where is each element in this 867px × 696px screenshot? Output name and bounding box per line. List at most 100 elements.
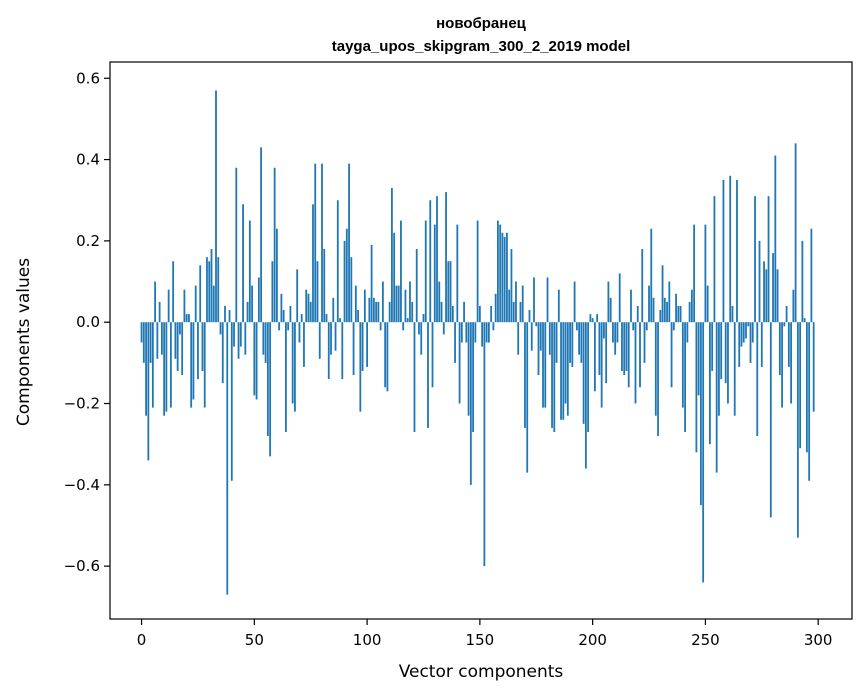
bar: [165, 322, 168, 412]
bar: [654, 322, 657, 416]
bar: [230, 322, 233, 481]
bar: [451, 305, 454, 323]
bar: [305, 289, 308, 323]
bar: [368, 297, 371, 323]
bar: [724, 322, 727, 384]
bar: [747, 322, 750, 327]
bar: [194, 285, 197, 323]
bar: [397, 285, 400, 323]
bar: [551, 322, 553, 428]
bar: [474, 322, 477, 343]
bar: [183, 289, 186, 323]
bar: [318, 322, 321, 359]
bar: [391, 188, 393, 323]
bar: [377, 301, 380, 323]
bar: [715, 322, 718, 473]
bar: [803, 318, 806, 323]
bar: [580, 322, 583, 363]
bar: [149, 322, 152, 363]
bar: [151, 322, 154, 408]
bar: [727, 322, 729, 404]
bar: [210, 249, 213, 323]
bar: [808, 322, 811, 481]
bar: [663, 297, 666, 323]
bar: [438, 281, 441, 323]
bar: [334, 322, 337, 351]
x-tick-label: 0: [137, 631, 147, 649]
bar: [702, 322, 705, 583]
bar: [169, 322, 172, 408]
x-tick-label: 200: [578, 631, 607, 649]
bar: [221, 322, 224, 384]
bar: [722, 179, 725, 323]
bar: [339, 318, 341, 323]
bar: [512, 301, 515, 323]
bar: [442, 322, 445, 335]
bar: [145, 322, 147, 416]
bar: [436, 196, 438, 323]
bar: [805, 322, 808, 453]
bar: [431, 322, 434, 388]
bar: [539, 322, 542, 351]
bar: [648, 285, 650, 323]
bar: [679, 305, 682, 323]
bar: [666, 301, 668, 323]
bar: [738, 322, 741, 367]
bar: [190, 322, 193, 408]
bar: [199, 265, 202, 323]
y-tick-label: −0.6: [64, 557, 100, 575]
bar: [510, 249, 513, 323]
bar: [314, 163, 317, 323]
bar: [763, 261, 765, 323]
bar: [460, 322, 463, 343]
bar: [406, 318, 409, 323]
bar: [429, 200, 432, 323]
bar: [566, 322, 569, 416]
y-tick-label: 0.6: [76, 69, 100, 87]
bar: [388, 301, 391, 323]
bar: [280, 293, 283, 323]
bar: [278, 322, 281, 331]
bar: [781, 322, 783, 408]
bar: [424, 220, 427, 323]
bar: [415, 249, 418, 323]
bar: [239, 322, 242, 347]
bar: [596, 314, 599, 323]
bar: [269, 322, 272, 457]
bar: [330, 322, 332, 355]
bar: [174, 322, 177, 359]
bar: [526, 322, 529, 473]
bar: [499, 224, 502, 323]
bar: [300, 314, 303, 323]
bar: [569, 322, 571, 363]
bar: [454, 322, 456, 363]
bar: [185, 314, 188, 323]
bar: [632, 322, 635, 331]
bar: [614, 322, 617, 355]
bar: [711, 322, 714, 371]
bar: [494, 293, 497, 323]
y-tick-label: 0.4: [76, 151, 100, 169]
bar: [357, 310, 359, 323]
bar: [142, 322, 145, 363]
bar: [215, 90, 217, 323]
bar: [652, 297, 655, 323]
bar: [699, 322, 702, 506]
x-tick-label: 50: [245, 631, 264, 649]
bar: [420, 322, 423, 355]
bar: [657, 322, 659, 437]
bar: [528, 310, 531, 323]
bar: [485, 322, 488, 343]
bar: [275, 228, 278, 323]
bar: [192, 322, 195, 400]
x-tick-label: 150: [466, 631, 495, 649]
plot-frame: [109, 61, 853, 620]
bar: [226, 322, 229, 595]
bar: [307, 293, 310, 323]
bar: [312, 204, 314, 323]
bar: [140, 322, 143, 343]
bar: [271, 261, 274, 323]
bar: [418, 322, 420, 335]
bar: [503, 236, 506, 323]
